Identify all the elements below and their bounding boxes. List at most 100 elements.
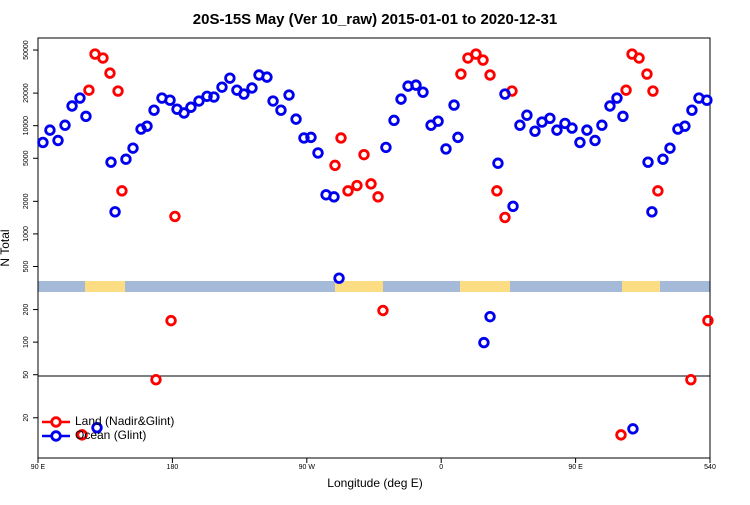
point — [657, 153, 669, 165]
point — [224, 72, 236, 84]
point — [620, 84, 632, 96]
point — [395, 93, 407, 105]
point — [59, 119, 71, 131]
y-tick-label: 5000 — [23, 150, 30, 166]
point — [410, 79, 422, 91]
point — [216, 81, 228, 93]
point — [116, 185, 128, 197]
point — [514, 119, 526, 131]
legend-label: Land (Nadir&Glint) — [75, 414, 174, 428]
point — [358, 148, 370, 161]
point — [604, 100, 616, 112]
point — [120, 153, 132, 165]
point — [201, 90, 213, 102]
point — [37, 136, 49, 149]
y-tick-label: 50000 — [23, 40, 30, 60]
point — [44, 124, 56, 136]
point — [97, 52, 109, 64]
point — [193, 95, 205, 107]
land-band — [85, 281, 125, 292]
surface-band — [38, 281, 710, 292]
x-tick-label: 180 — [167, 464, 179, 471]
point — [566, 122, 578, 134]
point — [169, 210, 181, 223]
point — [529, 125, 541, 137]
point — [112, 85, 124, 97]
point — [652, 185, 664, 197]
x-tick-label: 90 E — [31, 464, 46, 471]
point — [104, 67, 116, 79]
point — [507, 200, 519, 212]
point — [80, 110, 92, 123]
point — [646, 206, 658, 218]
point — [74, 92, 86, 104]
legend-marker — [50, 430, 62, 442]
point — [329, 159, 341, 172]
y-axis-label: N Total — [0, 229, 12, 266]
x-tick-label: 0 — [439, 464, 443, 471]
point — [275, 104, 287, 116]
point — [305, 131, 317, 144]
point — [109, 206, 121, 218]
x-tick-label: 90 W — [299, 464, 316, 471]
point — [611, 92, 623, 104]
point — [484, 69, 496, 81]
point — [617, 110, 629, 123]
y-tick-label: 2000 — [23, 193, 30, 209]
point — [127, 142, 139, 154]
point — [261, 71, 273, 83]
point — [91, 421, 103, 434]
point — [544, 112, 556, 125]
series — [37, 69, 713, 435]
point — [52, 134, 64, 147]
point — [701, 94, 713, 106]
point — [335, 132, 347, 144]
point — [484, 310, 496, 323]
point — [372, 191, 384, 203]
point — [521, 109, 533, 121]
point — [377, 304, 389, 317]
point — [164, 94, 176, 106]
point — [455, 68, 467, 80]
point — [589, 134, 601, 147]
point — [150, 373, 162, 386]
point — [165, 314, 177, 327]
point — [448, 99, 460, 111]
point — [702, 314, 714, 327]
point — [290, 113, 302, 125]
point — [333, 272, 345, 284]
point — [208, 91, 220, 103]
y-tick-label: 20000 — [23, 83, 30, 103]
point — [664, 142, 676, 154]
land-band — [622, 281, 660, 292]
series — [76, 48, 714, 441]
point — [238, 88, 250, 100]
point — [492, 157, 504, 169]
x-tick-label: 90 E — [568, 464, 583, 471]
point — [298, 132, 310, 144]
point — [141, 120, 153, 132]
point — [105, 156, 117, 168]
legend: Land (Nadir&Glint)Ocean (Glint) — [42, 414, 174, 442]
y-tick-label: 200 — [23, 304, 30, 316]
legend-label: Ocean (Glint) — [75, 428, 146, 442]
x-axis-label: Longitude (deg E) — [327, 476, 422, 490]
point — [679, 120, 691, 132]
point — [647, 85, 659, 97]
x-tick-label: 540 — [704, 464, 716, 471]
y-tick-label: 50 — [23, 371, 30, 379]
point — [178, 107, 190, 119]
y-tick-label: 20 — [23, 414, 30, 422]
point — [185, 101, 197, 113]
point — [328, 191, 340, 203]
point — [686, 104, 698, 116]
point — [342, 185, 354, 197]
point — [380, 141, 392, 154]
point — [66, 100, 78, 112]
point — [478, 336, 490, 349]
point — [499, 88, 511, 100]
chart-title: 20S-15S May (Ver 10_raw) 2015-01-01 to 2… — [193, 11, 557, 28]
y-tick-label: 10000 — [23, 116, 30, 136]
